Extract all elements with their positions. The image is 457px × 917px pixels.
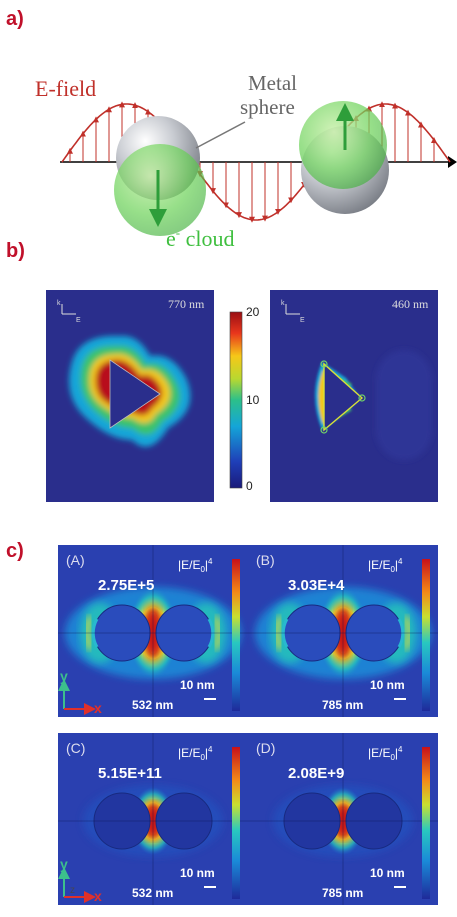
subpanel-b: (B) 3.03E+4 |E/E0|4 10 nm 785 nm (248, 545, 438, 717)
panel-b-figure: 770 nm k E 20 10 0 460 nm k E (46, 290, 438, 502)
right-axis-k: k (281, 300, 285, 307)
axis-z-label: z (70, 885, 75, 896)
scale-bar-label: 10 nm (370, 678, 405, 692)
panel-a-label: a) (6, 8, 24, 30)
left-k-e-axes-icon (61, 304, 76, 315)
subpanel-wavelength: 785 nm (322, 886, 363, 900)
subpanel-letter: (D) (256, 740, 275, 756)
enhancement-value: 2.08E+9 (288, 765, 344, 782)
left-field-map: 770 nm k E (46, 290, 214, 502)
axis-y-label: y (60, 668, 68, 684)
colorbar-label: |E/E0|4 (368, 557, 403, 574)
scale-bar-label: 10 nm (370, 866, 405, 880)
left-wavelength: 770 nm (168, 297, 205, 311)
metal-label-line2: sphere (240, 95, 295, 119)
panel-b-label: b) (6, 240, 25, 262)
right-k-e-axes-icon (285, 304, 300, 315)
b-colorbar-tick-0: 0 (246, 479, 253, 493)
colorbar-label: |E/E0|4 (178, 557, 213, 574)
subpanel-wavelength: 532 nm (132, 698, 173, 712)
subpanel-letter: (C) (66, 740, 85, 756)
efield-label: E-field (35, 76, 96, 101)
axis-y-label: y (60, 856, 68, 872)
efield-wave (61, 103, 451, 221)
panel-c-figure: (A) 2.75E+5 |E/E0|4 10 nm 532 nm y x (B) 3.03E+4… (58, 545, 438, 905)
axis-x-label: x (94, 888, 102, 904)
b-colorbar (229, 311, 243, 489)
ecloud-label: e- cloud (166, 225, 235, 251)
colorbar-label: |E/E0|4 (178, 745, 213, 762)
metal-sphere-pointer (195, 121, 246, 149)
subpanel-letter: (B) (256, 552, 275, 568)
enhancement-value: 5.15E+11 (98, 765, 162, 782)
right-field-map: 460 nm k E (270, 290, 438, 502)
subpanel-letter: (A) (66, 552, 85, 568)
right-wavelength: 460 nm (392, 297, 429, 311)
left-axis-e: E (76, 317, 81, 324)
subpanel-a: (A) 2.75E+5 |E/E0|4 10 nm 532 nm y x (58, 545, 248, 717)
subpanel-d: (D) 2.08E+9 |E/E0|4 10 nm 785 nm (248, 733, 438, 905)
right-axis-e: E (300, 317, 305, 324)
left-axis-k: k (57, 300, 61, 307)
enhancement-value: 2.75E+5 (98, 577, 154, 594)
b-colorbar-tick-20: 20 (246, 305, 260, 319)
scale-bar-label: 10 nm (180, 678, 215, 692)
subpanel-wavelength: 785 nm (322, 698, 363, 712)
subpanel-wavelength: 532 nm (132, 886, 173, 900)
panel-a-diagram: E-field Metal sphere e- cloud (35, 71, 457, 251)
left-electron-cloud (114, 144, 206, 236)
enhancement-value: 3.03E+4 (288, 577, 345, 594)
metal-label-line1: Metal (248, 71, 297, 95)
right-electron-cloud (299, 101, 387, 189)
subpanel-c: (C) 5.15E+11 |E/E0|4 10 nm 532 nm y x z (58, 733, 248, 905)
axis-x-label: x (94, 700, 102, 716)
scale-bar-label: 10 nm (180, 866, 215, 880)
b-colorbar-tick-10: 10 (246, 393, 260, 407)
panel-c-label: c) (6, 540, 24, 562)
propagation-arrowhead (448, 156, 457, 168)
colorbar-label: |E/E0|4 (368, 745, 403, 762)
